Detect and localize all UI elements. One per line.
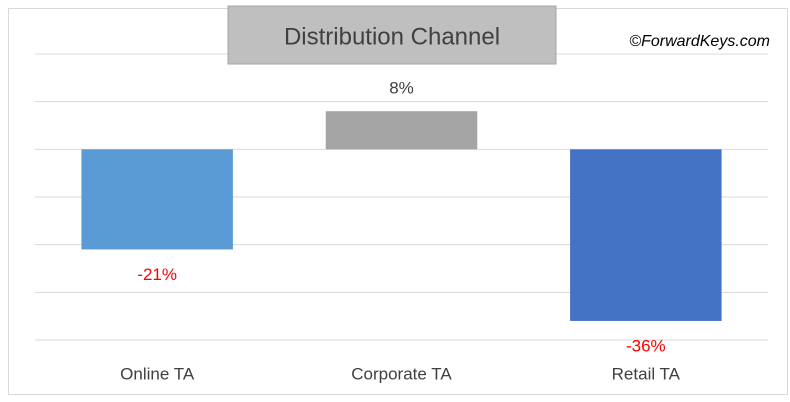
bar bbox=[325, 111, 478, 150]
chart-title: Distribution Channel bbox=[284, 23, 500, 50]
plot-area: Online TA -21% Corporate TA 8% Retail TA -36% bbox=[35, 53, 768, 383]
data-label: -21% bbox=[137, 265, 177, 284]
x-tick-label: Corporate TA bbox=[351, 364, 452, 383]
x-tick-label: Retail TA bbox=[612, 364, 681, 383]
bar bbox=[81, 149, 233, 250]
title-box bbox=[227, 5, 557, 65]
annotation: ©ForwardKeys.com bbox=[629, 33, 770, 50]
bar bbox=[570, 149, 722, 321]
data-label: 8% bbox=[389, 79, 414, 98]
x-tick-label: Online TA bbox=[120, 364, 195, 383]
data-label: -36% bbox=[626, 336, 666, 355]
